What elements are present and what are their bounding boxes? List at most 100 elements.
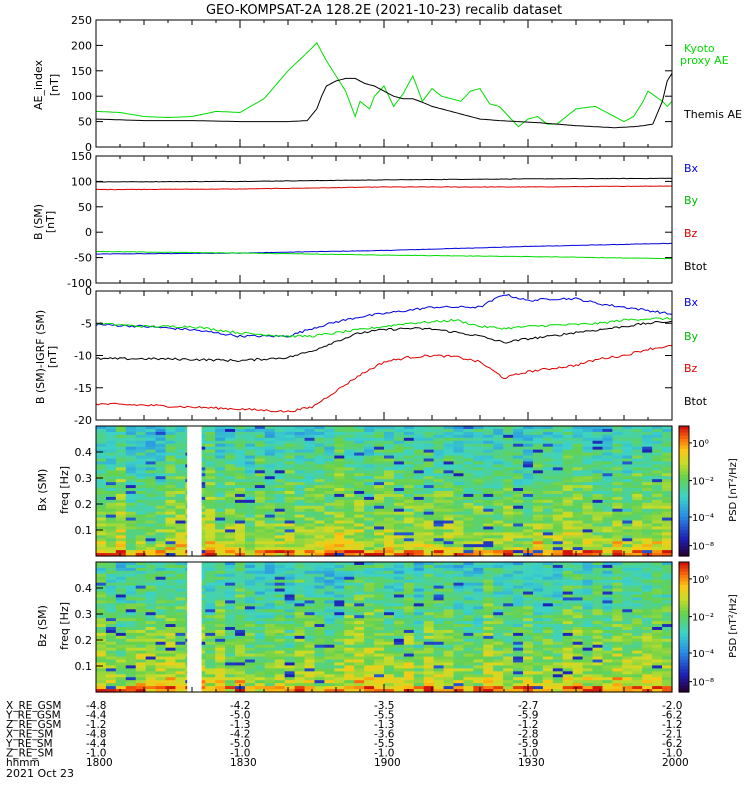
spectrogram-cell [493, 677, 504, 681]
spectrogram-cell [582, 443, 594, 448]
spectrogram-cell [96, 434, 107, 439]
spectrogram-cell [264, 482, 276, 486]
spectrogram-cell [244, 491, 256, 495]
spectrogram-cell [344, 629, 355, 634]
spectrogram-cell [393, 662, 405, 666]
spectrogram-cell [294, 488, 306, 492]
spectrogram-cell [562, 588, 574, 593]
spectrogram-cell [542, 603, 554, 607]
spectrogram-cell [155, 458, 167, 463]
spectrogram-cell [532, 689, 544, 693]
spectrogram-cell [542, 671, 554, 675]
spectrogram-cell [284, 520, 296, 525]
spectrogram-cell [463, 677, 474, 681]
spectrogram-cell [254, 689, 266, 693]
spectrogram-cell [513, 656, 524, 661]
spectrogram-cell [175, 449, 186, 454]
spectrogram-cell [344, 467, 355, 471]
spectrogram-cell [483, 650, 494, 655]
spectrogram-cell [423, 446, 435, 451]
spectrogram-cell [602, 476, 614, 480]
spectrogram-cell [294, 618, 306, 622]
spectrogram-cell [374, 426, 385, 430]
spectrogram-cell [244, 467, 256, 471]
spectrogram-cell [175, 677, 186, 681]
spectrogram-cell [374, 455, 385, 460]
spectrogram-cell [225, 600, 236, 604]
spectrogram-cell [274, 683, 286, 687]
spectrogram-cell [562, 517, 574, 522]
spectrogram-cell [115, 615, 127, 619]
spectrogram-cell [493, 493, 504, 498]
spectrogram-cell [622, 535, 633, 539]
spectrogram-cell [254, 526, 266, 530]
spectrogram-cell [135, 514, 147, 519]
spectrogram-cell [433, 455, 445, 460]
spectrogram-cell [403, 576, 415, 581]
spectrogram-cell [324, 618, 335, 622]
spectrogram-cell [284, 511, 296, 516]
spectrogram-cell [632, 479, 643, 483]
spectrogram-cell [274, 508, 286, 513]
spectrogram-cell [225, 606, 236, 610]
spectrogram-cell [443, 502, 455, 507]
spectrogram-cell [294, 668, 306, 672]
spectrogram-cell [155, 644, 167, 649]
spectrogram-cell [235, 505, 246, 510]
spectrogram-cell [562, 618, 574, 622]
spectrogram-cell [284, 689, 296, 693]
spectrogram-cell [105, 656, 117, 661]
spectrogram-cell [433, 624, 445, 628]
spectrogram-cell [215, 582, 226, 587]
spectrogram-cell [135, 491, 147, 495]
spectrogram-cell [324, 680, 335, 684]
spectrogram-cell [235, 511, 246, 516]
spectrogram-cell [165, 615, 177, 619]
spectrogram-cell [354, 467, 365, 471]
spectrogram-cell [125, 591, 137, 596]
spectrogram-cell [542, 668, 554, 672]
spectrogram-cell [354, 680, 365, 684]
spectrogram-cell [145, 499, 157, 504]
spectrogram-cell [254, 446, 266, 451]
spectrogram-cell [403, 671, 415, 675]
spectrogram-cell [463, 567, 474, 572]
spectrogram-cell [205, 434, 216, 439]
spectrogram-cell [215, 629, 226, 634]
spectrogram-cell [453, 461, 465, 465]
spectrogram-cell [344, 638, 355, 643]
spectrogram-cell [602, 431, 614, 436]
spectrogram-cell [334, 508, 345, 513]
spectrogram-cell [433, 493, 445, 498]
spectrogram-cell [235, 629, 246, 634]
spectrogram-cell [552, 520, 564, 525]
spectrogram-cell [354, 632, 365, 637]
spectrogram-cell [463, 680, 474, 684]
spectrogram-cell [423, 538, 435, 542]
spectrogram-cell [622, 496, 633, 501]
spectrogram-cell [264, 609, 276, 613]
spectrogram-cell [552, 606, 564, 610]
spectrogram-cell [314, 461, 326, 465]
colorbar-cell [679, 500, 689, 505]
spectrogram-cell [374, 665, 385, 669]
spectrogram-cell [96, 576, 107, 581]
spectrogram-cell [125, 618, 137, 622]
spectrogram-cell [254, 476, 266, 480]
spectrogram-cell [463, 541, 474, 545]
spectrogram-cell [304, 470, 316, 474]
spectrogram-cell [125, 482, 137, 486]
spectrogram-cell [532, 588, 544, 593]
spectrogram-cell [274, 455, 286, 460]
spectrogram-cell [423, 505, 435, 510]
series-line-by [95, 250, 672, 260]
spectrogram-cell [473, 615, 484, 619]
spectrogram-cell [364, 502, 375, 507]
spectrogram-cell [225, 553, 236, 557]
spectrogram-cell [443, 437, 455, 442]
spectrogram-cell [562, 455, 574, 460]
spectrogram-cell [393, 452, 405, 457]
spectrogram-cell [393, 434, 405, 439]
spectrogram-cell [334, 635, 345, 640]
spectrogram-cell [354, 461, 365, 465]
